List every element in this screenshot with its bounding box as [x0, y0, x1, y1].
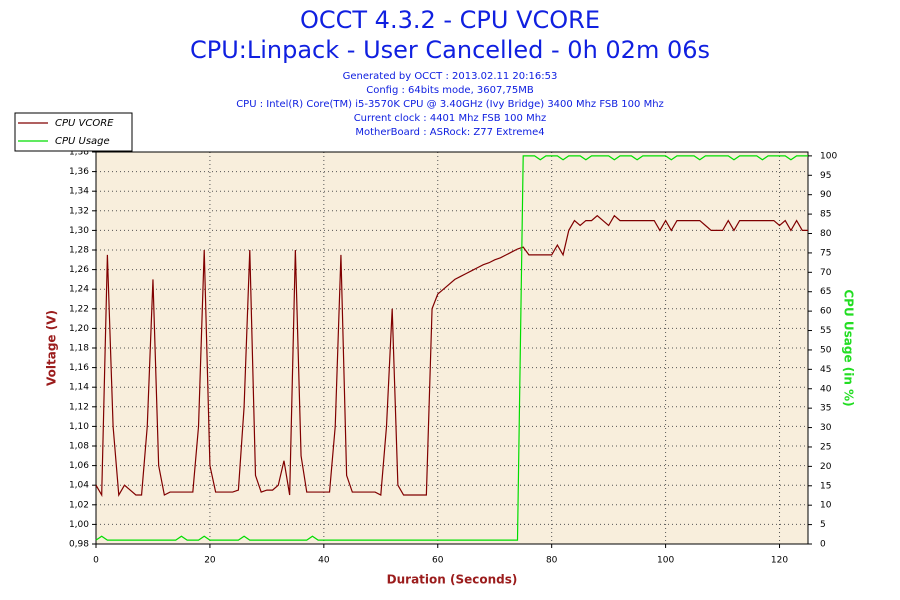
info-line: Current clock : 4401 Mhz FSB 100 Mhz — [354, 113, 547, 124]
y2-tick-label: 65 — [820, 287, 831, 297]
info-line: Config : 64bits mode, 3607,75MB — [366, 85, 534, 96]
y-tick-label: 1,04 — [69, 481, 89, 491]
legend-box — [14, 112, 133, 152]
y-tick-label: 1,22 — [69, 304, 89, 314]
y-tick-label: 1,36 — [69, 167, 89, 177]
y-tick-label: 1,10 — [69, 422, 89, 432]
data-line — [95, 214, 808, 498]
y2-tick-label: 70 — [820, 268, 832, 278]
y2-tick-label: 40 — [820, 384, 832, 394]
y2-tick-label: 30 — [820, 423, 832, 433]
y-tick-label: 1,02 — [69, 500, 89, 510]
y-tick-label: 1,32 — [69, 206, 89, 216]
x-tick-label: 20 — [204, 556, 216, 566]
x-tick-label: 120 — [771, 556, 788, 566]
y-tick-label: 0,98 — [69, 540, 89, 550]
y2-tick-label: 85 — [820, 210, 831, 220]
plot-frame — [95, 151, 809, 545]
y2-tick-label: 60 — [820, 307, 832, 317]
data-line — [95, 155, 808, 541]
y2-tick-label: 35 — [820, 404, 831, 414]
y-tick-label: 1,38 — [69, 148, 89, 158]
y2-tick-label: 0 — [820, 540, 826, 550]
y2-tick-label: 55 — [820, 326, 831, 336]
y-tick-label: 1,16 — [69, 363, 89, 373]
x-axis-title: Duration (Seconds) — [387, 573, 518, 587]
y2-tick-label: 25 — [820, 442, 831, 452]
y2-tick-label: 50 — [820, 345, 832, 355]
info-line: CPU : Intel(R) Core(TM) i5-3570K CPU @ 3… — [236, 99, 664, 110]
y2-tick-label: 80 — [820, 229, 832, 239]
y-tick-label: 1,28 — [69, 246, 89, 256]
x-tick-label: 60 — [432, 556, 444, 566]
y-tick-label: 1,30 — [69, 226, 89, 236]
y-tick-label: 1,24 — [69, 285, 89, 295]
legend-label: CPU VCORE — [55, 118, 114, 129]
y2-tick-label: 95 — [820, 171, 831, 181]
info-line: MotherBoard : ASRock: Z77 Extreme4 — [355, 127, 544, 138]
y2-tick-label: 5 — [820, 520, 826, 530]
y-axis-title: Voltage (V) — [45, 310, 59, 386]
y-tick-label: 1,14 — [69, 383, 89, 393]
y2-tick-label: 10 — [820, 501, 832, 511]
x-tick-label: 0 — [93, 556, 99, 566]
y-tick-label: 1,34 — [69, 187, 89, 197]
chart-title: OCCT 4.3.2 - CPU VCORE — [300, 6, 600, 34]
x-tick-label: 40 — [318, 556, 330, 566]
y-tick-label: 1,20 — [69, 324, 89, 334]
y2-axis-title: CPU Usage (in %) — [842, 289, 856, 406]
y2-tick-label: 90 — [820, 190, 832, 200]
legend-label: CPU Usage — [55, 136, 110, 147]
x-tick-label: 80 — [546, 556, 558, 566]
y2-tick-label: 20 — [820, 462, 832, 472]
y2-tick-label: 15 — [820, 481, 831, 491]
y-tick-label: 1,06 — [69, 461, 89, 471]
y-tick-label: 1,26 — [69, 265, 89, 275]
y-tick-label: 1,18 — [69, 344, 89, 354]
y-tick-label: 1,08 — [69, 442, 89, 452]
y2-tick-label: 45 — [820, 365, 831, 375]
info-line: Generated by OCCT : 2013.02.11 20:16:53 — [343, 71, 558, 82]
chart-subtitle: CPU:Linpack - User Cancelled - 0h 02m 06… — [190, 36, 710, 64]
y2-tick-label: 75 — [820, 248, 831, 258]
y-tick-label: 1,00 — [69, 520, 89, 530]
y2-tick-label: 100 — [820, 151, 837, 161]
x-tick-label: 100 — [657, 556, 674, 566]
y-tick-label: 1,12 — [69, 402, 89, 412]
